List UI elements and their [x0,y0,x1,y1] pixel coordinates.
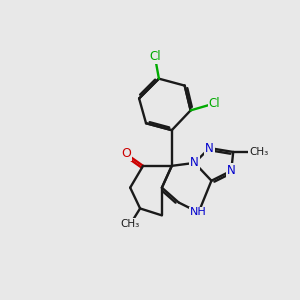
Text: N: N [205,142,214,154]
Text: CH₃: CH₃ [249,147,268,157]
Text: CH₃: CH₃ [121,219,140,229]
Text: N: N [190,156,199,170]
Text: N: N [227,164,236,177]
Text: Cl: Cl [208,97,220,110]
Text: NH: NH [190,207,207,218]
Text: Cl: Cl [149,50,161,63]
Text: O: O [121,148,131,160]
